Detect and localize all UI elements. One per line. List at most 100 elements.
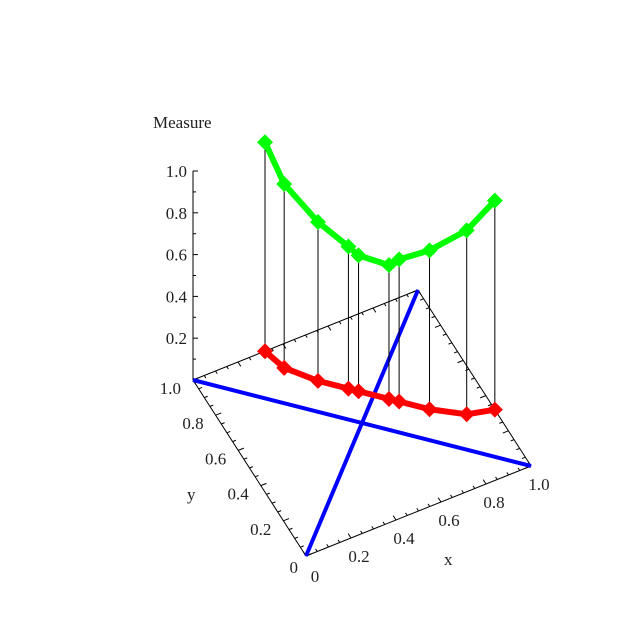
x-tick: [472, 485, 476, 489]
series-marker-0: [350, 383, 367, 400]
back-x-tick: [271, 348, 274, 352]
y-tick: [204, 395, 208, 399]
x-tick: [382, 521, 386, 525]
x-tick: [315, 548, 318, 552]
y-tick: [238, 447, 245, 451]
back-y-tick: [420, 298, 424, 301]
y-tick: [243, 457, 248, 460]
x-tick: [347, 533, 352, 539]
x-tick: [437, 497, 442, 503]
x-tick: [495, 476, 498, 480]
back-y-tick: [479, 395, 486, 399]
back-y-tick: [476, 386, 481, 389]
back-x-tick: [203, 375, 207, 379]
back-x-tick: [226, 366, 229, 370]
series-marker-0: [276, 359, 293, 376]
y-tick-label: 0: [290, 558, 299, 577]
back-x-tick: [383, 303, 387, 307]
z-tick-label: 0.6: [166, 246, 187, 265]
y-tick-label: 1.0: [160, 379, 181, 398]
x-tick: [405, 512, 408, 516]
y-tick: [277, 510, 282, 513]
back-x-tick: [338, 321, 342, 325]
back-y-tick: [434, 324, 441, 328]
series-marker-1: [458, 222, 475, 239]
back-x-tick: [215, 370, 218, 374]
y-tick-label: 0.8: [182, 414, 203, 433]
y-tick: [271, 501, 276, 504]
x-tick-label: 0.2: [348, 547, 369, 566]
back-y-tick: [425, 307, 430, 310]
x-tick: [450, 494, 453, 498]
z-tick-label: 0.8: [166, 204, 187, 223]
z-tick-label: 0.4: [166, 287, 188, 306]
x-axis-label: x: [444, 550, 453, 569]
series-marker-1: [276, 175, 293, 192]
y-tick: [215, 412, 222, 416]
series-marker-0: [391, 393, 408, 410]
back-x-tick: [248, 357, 252, 361]
y-tick: [226, 430, 231, 434]
x-tick: [337, 539, 341, 543]
back-y-tick: [457, 359, 464, 364]
series-marker-1: [421, 242, 438, 259]
z-axis-label: Measure: [153, 113, 212, 132]
back-y-tick: [516, 447, 520, 451]
z-tick-label: 0.2: [166, 329, 187, 348]
back-x-tick: [350, 316, 353, 320]
x-tick: [427, 503, 431, 507]
y-axis-label: y: [187, 485, 196, 504]
series-marker-1: [391, 251, 408, 268]
back-x-tick: [395, 298, 398, 302]
back-y-tick: [502, 430, 509, 434]
y-tick: [260, 482, 267, 487]
x-tick-label: 0: [311, 567, 320, 586]
back-y-tick: [487, 403, 492, 407]
back-y-tick: [510, 439, 515, 442]
y-tick: [221, 422, 225, 425]
back-x-tick: [327, 325, 332, 331]
x-tick: [326, 544, 329, 548]
x-tick: [360, 530, 363, 534]
back-x-tick: [305, 334, 308, 338]
y-tick-label: 0.6: [205, 449, 226, 468]
back-y-tick: [442, 333, 447, 336]
y-tick: [266, 492, 271, 495]
y-tick-label: 0.2: [250, 520, 271, 539]
y-tick: [232, 439, 237, 443]
reference-lines: [192, 289, 532, 557]
y-tick: [254, 474, 259, 478]
z-tick-label: 1.0: [166, 162, 187, 181]
x-tick: [416, 508, 419, 512]
data-series: [257, 134, 503, 423]
series-marker-0: [257, 343, 273, 360]
series-line-0: [263, 348, 496, 418]
diagonal-line: [192, 378, 532, 468]
y-tick: [288, 527, 293, 531]
back-x-tick: [237, 361, 242, 367]
y-tick: [283, 518, 290, 522]
series-marker-1: [350, 247, 367, 264]
series-line-1: [262, 140, 498, 269]
series-marker-1: [340, 238, 357, 255]
y-tick: [209, 404, 214, 407]
y-tick: [249, 466, 254, 469]
x-tick-label: 0.8: [483, 493, 504, 512]
x-tick-label: 0.6: [438, 511, 459, 530]
series-marker-0: [486, 401, 503, 418]
drop-lines: [264, 142, 496, 415]
series-marker-0: [309, 372, 326, 389]
tick-labels: 00.20.40.60.81.000.20.40.60.81.00.20.40.…: [160, 162, 550, 586]
back-y-tick: [453, 351, 458, 354]
back-y-tick: [431, 315, 436, 319]
back-y-tick: [499, 421, 503, 424]
back-x-tick: [372, 307, 377, 313]
y-tick-label: 0.4: [228, 485, 250, 504]
back-x-tick: [361, 312, 364, 316]
y-tick: [300, 545, 304, 548]
x-tick: [461, 490, 464, 494]
back-x-tick: [406, 294, 409, 298]
series-marker-0: [421, 401, 438, 418]
